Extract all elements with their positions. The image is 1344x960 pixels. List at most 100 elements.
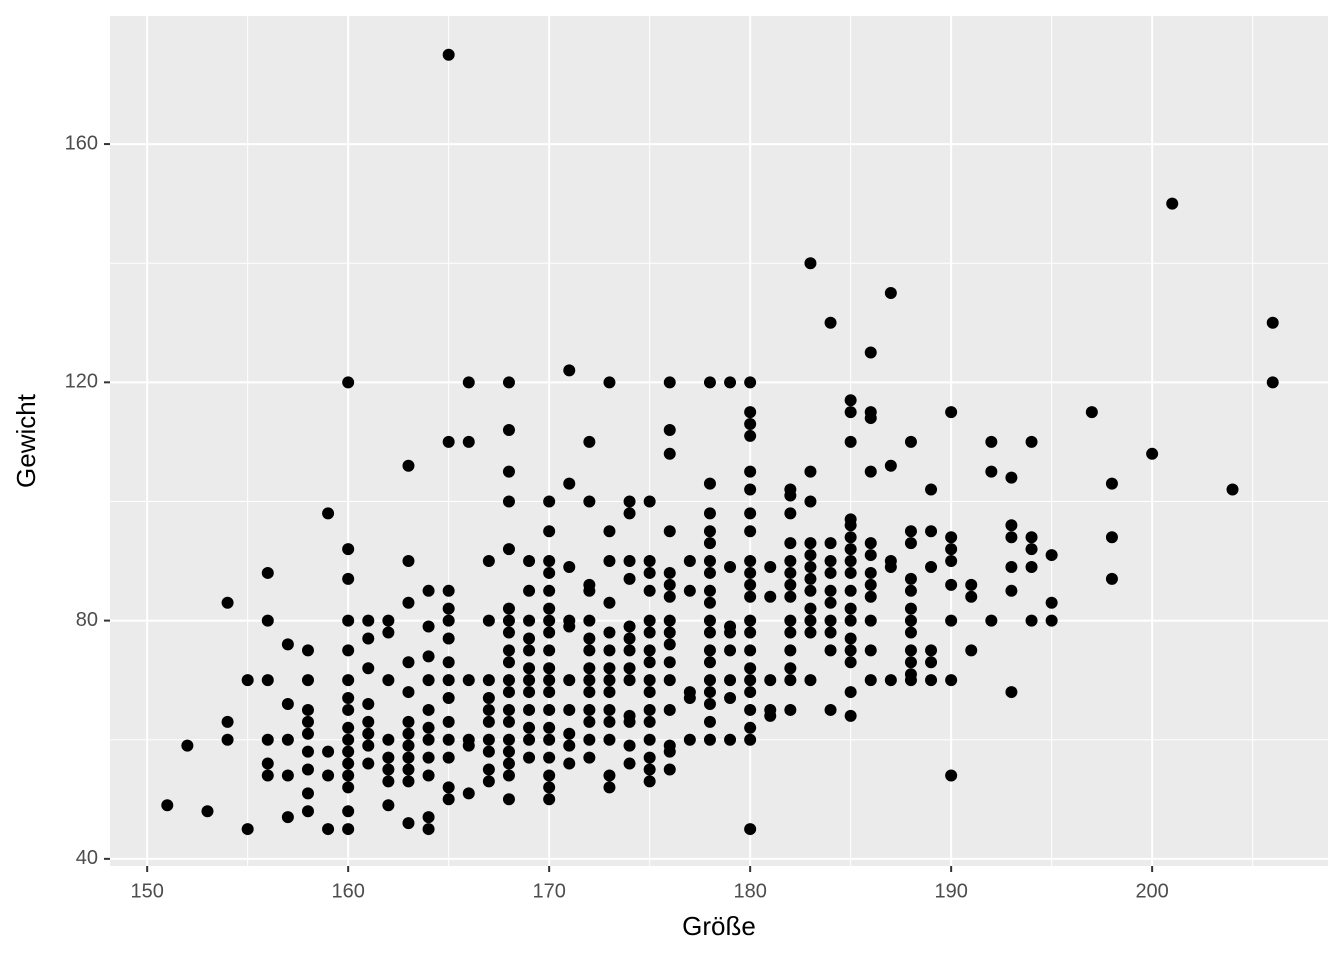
point <box>1266 376 1279 389</box>
point <box>1005 519 1018 532</box>
point <box>744 590 757 603</box>
point <box>482 674 495 687</box>
point <box>864 412 877 425</box>
point <box>502 644 515 657</box>
point <box>643 555 656 568</box>
point <box>824 703 837 716</box>
point <box>241 823 254 836</box>
point <box>322 769 335 782</box>
point <box>784 507 797 520</box>
point <box>502 465 515 478</box>
point <box>663 674 676 687</box>
point <box>623 662 636 675</box>
point <box>422 769 435 782</box>
point <box>884 560 897 573</box>
point <box>1025 543 1038 556</box>
point <box>1146 447 1159 460</box>
point <box>502 626 515 639</box>
point <box>1226 483 1239 496</box>
point <box>422 650 435 663</box>
point <box>844 614 857 627</box>
point <box>161 799 174 812</box>
point <box>362 715 375 728</box>
point <box>543 626 556 639</box>
point <box>523 555 536 568</box>
point <box>462 739 475 752</box>
point <box>543 733 556 746</box>
point <box>281 769 294 782</box>
point <box>643 763 656 776</box>
point <box>844 709 857 722</box>
point <box>563 757 576 770</box>
point <box>643 703 656 716</box>
point <box>985 435 998 448</box>
point <box>744 465 757 478</box>
point <box>844 555 857 568</box>
point <box>583 733 596 746</box>
point <box>904 656 917 669</box>
point <box>422 733 435 746</box>
point <box>925 560 938 573</box>
point <box>342 805 355 818</box>
point <box>764 709 777 722</box>
point <box>1105 572 1118 585</box>
point <box>945 543 958 556</box>
point <box>563 739 576 752</box>
point <box>744 429 757 442</box>
point <box>663 578 676 591</box>
point <box>945 769 958 782</box>
point <box>422 721 435 734</box>
point <box>663 703 676 716</box>
point <box>864 590 877 603</box>
y-tick-label: 80 <box>76 609 98 631</box>
point <box>382 733 395 746</box>
x-tick-label: 170 <box>532 880 565 902</box>
point <box>1005 686 1018 699</box>
point <box>904 435 917 448</box>
point <box>221 596 234 609</box>
point <box>603 686 616 699</box>
point <box>523 632 536 645</box>
point <box>1025 435 1038 448</box>
point <box>643 686 656 699</box>
point <box>784 590 797 603</box>
point <box>342 572 355 585</box>
point <box>663 376 676 389</box>
point <box>643 674 656 687</box>
point <box>281 733 294 746</box>
point <box>583 584 596 597</box>
point <box>603 781 616 794</box>
point <box>543 674 556 687</box>
point <box>261 566 274 579</box>
point <box>281 811 294 824</box>
point <box>643 495 656 508</box>
point <box>261 757 274 770</box>
point <box>382 799 395 812</box>
point <box>523 584 536 597</box>
point <box>965 590 978 603</box>
point <box>904 572 917 585</box>
point <box>925 483 938 496</box>
point <box>824 316 837 329</box>
point <box>402 596 415 609</box>
point <box>703 376 716 389</box>
point <box>442 751 455 764</box>
point <box>482 745 495 758</box>
point <box>482 555 495 568</box>
point <box>362 662 375 675</box>
point <box>322 507 335 520</box>
point <box>804 465 817 478</box>
point <box>342 757 355 770</box>
y-tick-label: 160 <box>65 132 98 154</box>
point <box>623 632 636 645</box>
point <box>342 769 355 782</box>
point <box>502 543 515 556</box>
point <box>543 721 556 734</box>
point <box>663 566 676 579</box>
point <box>884 459 897 472</box>
point <box>844 656 857 669</box>
point <box>442 781 455 794</box>
point <box>1025 560 1038 573</box>
point <box>744 418 757 431</box>
